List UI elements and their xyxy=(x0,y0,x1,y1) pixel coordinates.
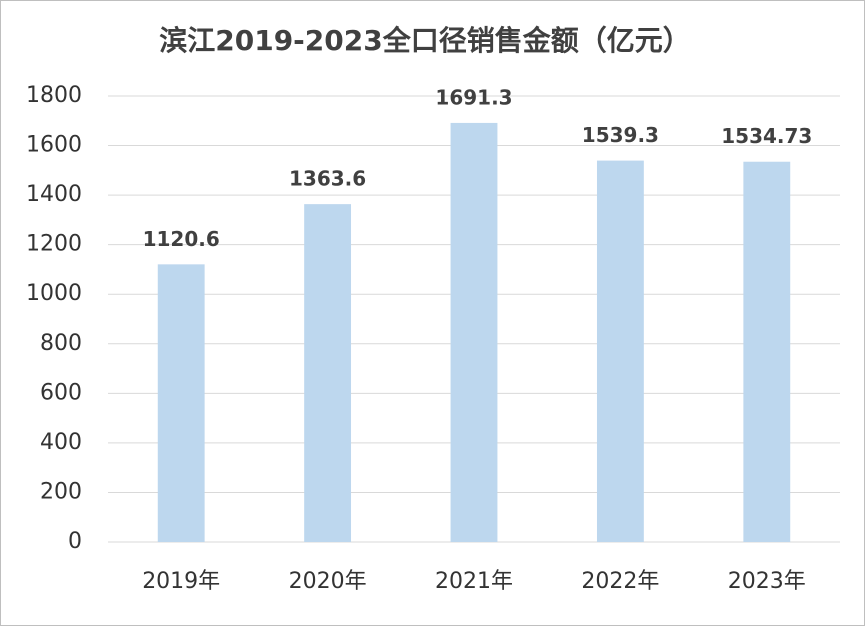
y-tick-label: 400 xyxy=(40,430,82,455)
data-label: 1363.6 xyxy=(289,167,366,191)
data-label: 1539.3 xyxy=(582,123,659,147)
bar xyxy=(450,122,498,542)
y-tick-label: 1800 xyxy=(26,83,82,108)
y-tick-label: 1600 xyxy=(26,133,82,158)
y-tick-label: 1000 xyxy=(26,281,82,306)
y-tick-label: 1400 xyxy=(26,182,82,207)
x-tick-label: 2023年 xyxy=(728,569,806,594)
x-tick-label: 2022年 xyxy=(581,569,659,594)
y-tick-label: 200 xyxy=(40,479,82,504)
bar xyxy=(157,264,205,542)
data-label: 1120.6 xyxy=(143,227,220,251)
chart-title: 滨江2019-2023全口径销售金额（亿元） xyxy=(159,24,690,57)
y-tick-label: 800 xyxy=(40,331,82,356)
y-tick-label: 1200 xyxy=(26,232,82,257)
y-tick-label: 600 xyxy=(40,380,82,405)
data-label: 1691.3 xyxy=(435,85,512,109)
bar xyxy=(304,204,352,542)
y-tick-label: 0 xyxy=(68,529,82,554)
bar xyxy=(596,160,644,542)
x-tick-label: 2020年 xyxy=(289,569,367,594)
x-tick-label: 2019年 xyxy=(142,569,220,594)
x-tick-label: 2021年 xyxy=(435,569,513,594)
bar xyxy=(743,161,791,542)
data-label: 1534.73 xyxy=(721,124,812,148)
